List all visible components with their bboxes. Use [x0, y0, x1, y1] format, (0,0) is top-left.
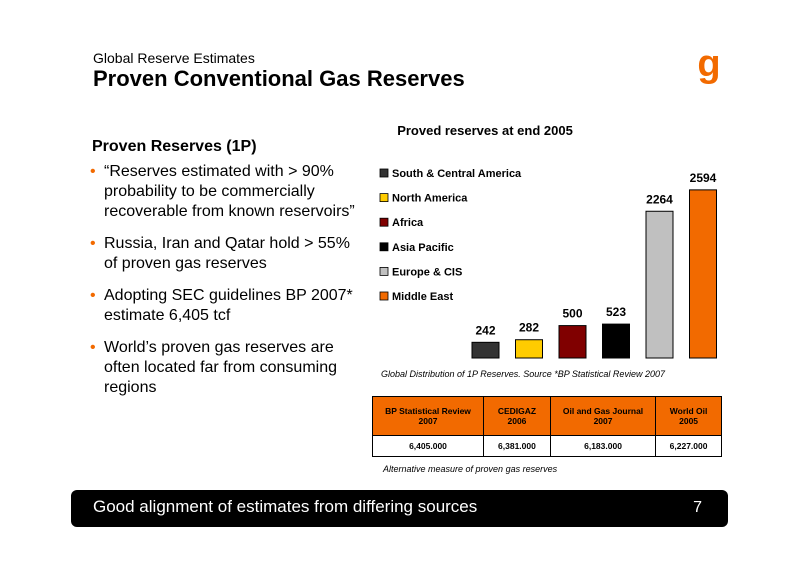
table-header-row: BP Statistical Review 2007 CEDIGAZ 2006 … [372, 396, 722, 436]
table-cell: 6,381.000 [483, 435, 551, 457]
legend-swatch [379, 242, 389, 252]
table-header-cell: CEDIGAZ 2006 [483, 396, 551, 436]
legend-swatch [379, 168, 389, 178]
legend-label: Europe & CIS [392, 266, 462, 278]
footer-bar: Good alignment of estimates from differi… [71, 490, 728, 527]
bullet-list: “Reserves estimated with > 90% probabili… [90, 162, 360, 410]
chart-bar [689, 189, 717, 359]
bullet-item: World’s proven gas reserves are often lo… [90, 338, 360, 398]
bar-value-label: 2594 [690, 171, 717, 185]
estimates-table: BP Statistical Review 2007 CEDIGAZ 2006 … [372, 396, 722, 457]
bullet-item: Russia, Iran and Qatar hold > 55% of pro… [90, 234, 360, 274]
section-heading: Proven Reserves (1P) [92, 138, 257, 155]
legend-label: Asia Pacific [392, 242, 454, 254]
legend-swatch [379, 217, 389, 227]
chart-bar [602, 323, 630, 359]
legend-label: South & Central America [392, 168, 522, 180]
chart-title: Proved reserves at end 2005 [397, 123, 573, 138]
chart-bar [645, 210, 674, 359]
page-number: 7 [693, 499, 702, 516]
bar-value-label: 282 [519, 321, 539, 335]
table-cell: 6,183.000 [549, 435, 657, 457]
legend-label: Middle East [392, 291, 453, 303]
table-cell: 6,227.000 [655, 435, 722, 457]
bar-value-label: 500 [562, 307, 582, 321]
chart-bar [558, 325, 587, 359]
bullet-item: Adopting SEC guidelines BP 2007* estimat… [90, 286, 360, 326]
company-logo: g [685, 42, 733, 90]
bar-value-label: 242 [475, 323, 495, 337]
legend-swatch [379, 193, 389, 203]
slide-subtitle: Global Reserve Estimates [93, 50, 255, 66]
logo-glyph: g [697, 43, 720, 85]
table-cell: 6,405.000 [372, 435, 484, 457]
chart-caption: Global Distribution of 1P Reserves. Sour… [381, 369, 665, 379]
table-note: Alternative measure of proven gas reserv… [383, 464, 558, 474]
slide-title: Proven Conventional Gas Reserves [93, 66, 465, 91]
bar-value-label: 2264 [646, 192, 673, 206]
legend-label: Africa [392, 217, 424, 229]
table-header-cell: Oil and Gas Journal 2007 [549, 396, 657, 436]
table-header-cell: World Oil 2005 [655, 396, 722, 436]
table-header-cell: BP Statistical Review 2007 [372, 396, 484, 436]
chart-bar [515, 339, 543, 359]
legend-swatch [379, 266, 389, 276]
legend-swatch [379, 291, 389, 301]
chart-bar [471, 341, 500, 359]
legend-label: North America [392, 193, 468, 205]
table-row: 6,405.000 6,381.000 6,183.000 6,227.000 [372, 435, 722, 457]
bullet-item: “Reserves estimated with > 90% probabili… [90, 162, 360, 222]
bar-value-label: 523 [606, 305, 626, 319]
footer-message: Good alignment of estimates from differi… [93, 497, 478, 516]
